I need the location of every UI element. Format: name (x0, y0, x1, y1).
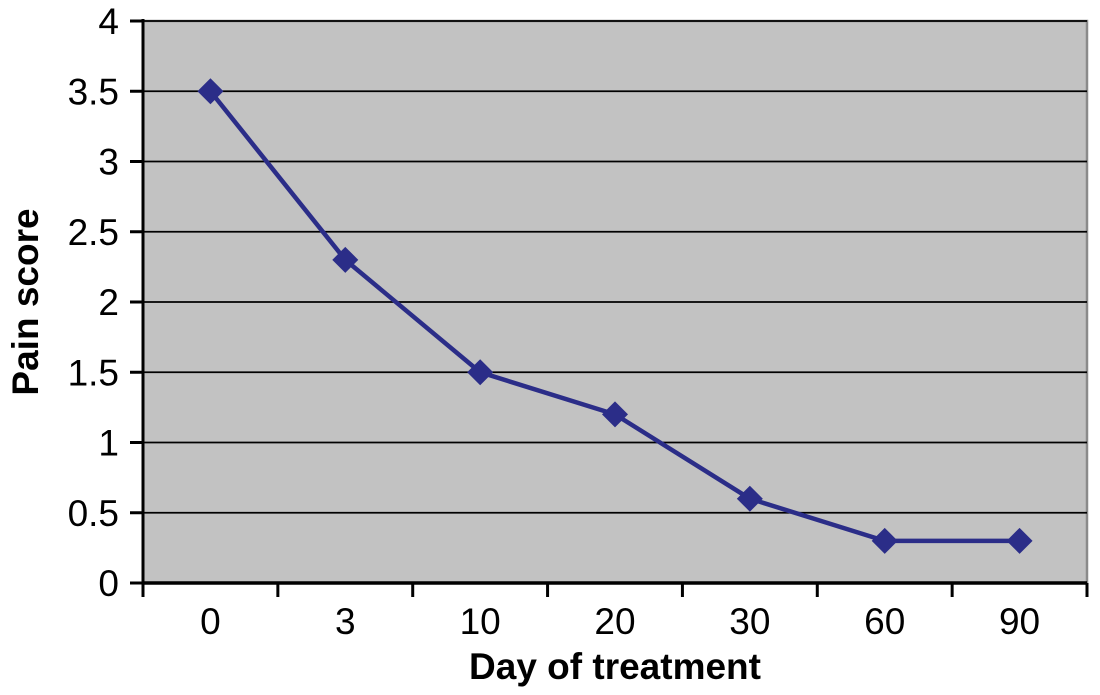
y-tick-label: 4 (98, 1, 119, 42)
data-point-marker (1006, 527, 1033, 554)
y-tick-label: 3 (98, 142, 119, 183)
x-axis-title: Day of treatment (469, 646, 761, 687)
x-tick-label: 20 (594, 601, 635, 642)
data-point-marker (332, 246, 359, 273)
y-tick-label: 0.5 (68, 493, 119, 534)
data-point-marker (736, 485, 763, 512)
plot-layer: 0 0.5 1 1.5 2 2.5 3 3.5 4 0 3 10 20 30 60 90 (68, 1, 1089, 642)
data-point-marker (871, 527, 898, 554)
y-tick-label: 0 (98, 563, 119, 604)
x-tick-label: 30 (729, 601, 770, 642)
y-axis-title: Pain score (5, 208, 46, 395)
data-point-marker (467, 359, 494, 386)
x-tick-label: 3 (335, 601, 356, 642)
y-tick-label: 1.5 (68, 352, 119, 393)
y-tick-label: 2 (98, 282, 119, 323)
x-tick-label: 90 (999, 601, 1040, 642)
y-tick-label: 3.5 (68, 71, 119, 112)
x-tick-label: 10 (460, 601, 501, 642)
x-tick-label: 60 (864, 601, 905, 642)
y-tick-label: 1 (98, 423, 119, 464)
x-tick-label: 0 (200, 601, 221, 642)
y-tick-label: 2.5 (68, 212, 119, 253)
data-point-marker (197, 78, 224, 105)
data-point-marker (602, 401, 628, 428)
